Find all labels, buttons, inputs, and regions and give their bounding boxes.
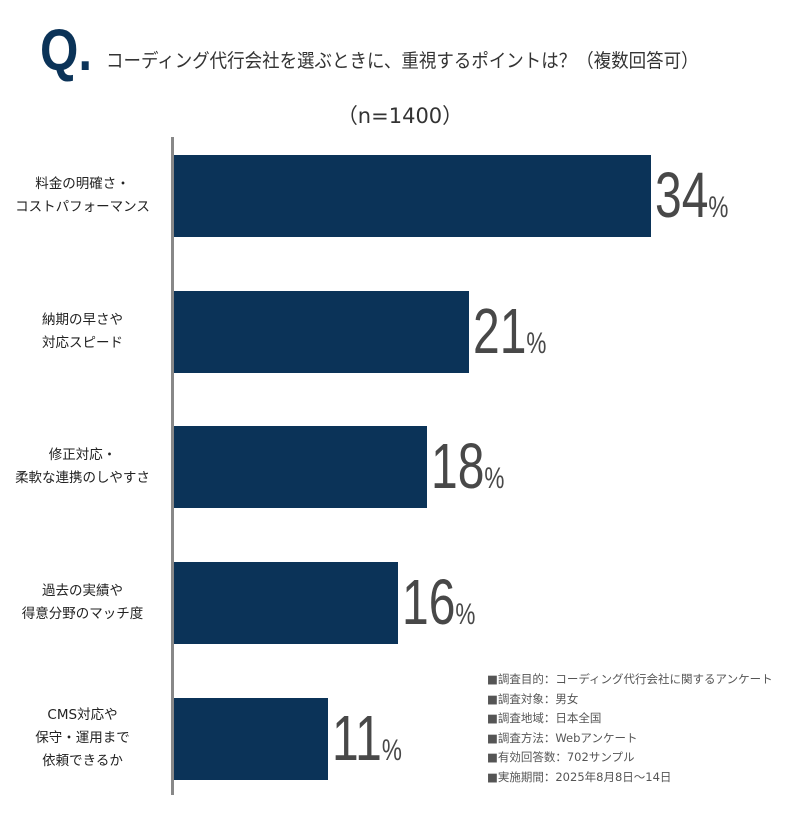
data-label: 34% [655,163,728,227]
data-label-unit: % [382,733,403,767]
survey-note: ■調査対象：男女 [487,691,579,706]
data-label: 18% [431,434,504,498]
sample-size: （n=1400） [336,104,464,128]
question-mark-label: Q. [40,18,93,83]
data-label-value: 18 [430,430,484,503]
y-axis-line [171,137,174,795]
bar [174,697,329,780]
bar [174,155,651,237]
category-label: 料金の明確さ・ コストパフォーマンス [15,176,150,215]
category-label: CMS対応や 保守・運用まで 依頼できるか [35,707,130,770]
chart-title: コーディング代行会社を選ぶときに、重視するポイントは？（複数回答可） [106,50,699,72]
survey-note: ■有効回答数：702サンプル [487,750,635,764]
data-label-unit: % [455,598,476,632]
survey-note: ■調査方法：Webアンケート [487,730,638,745]
data-label-value: 16 [402,566,456,639]
data-label-value: 11 [332,701,383,774]
survey-notes: ■調査目的：コーディング代行会社に関するアンケート ■調査対象：男女 ■調査地域：日… [487,670,773,787]
data-label-value: 34 [655,159,709,231]
bar [174,426,427,509]
data-label-unit: % [708,191,729,224]
data-label: 11% [332,706,402,770]
survey-note: ■調査地域：日本全国 [487,711,602,725]
survey-note: ■調査目的：コーディング代行会社に関するアンケート [487,672,773,686]
data-label-value: 21 [472,294,526,367]
data-label-unit: % [526,326,547,360]
category-label: 過去の実績や 得意分野のマッチ度 [21,583,144,623]
survey-note: ■実施期間：2025年8月8日〜14日 [487,769,672,784]
bar [174,562,399,645]
data-label-unit: % [483,462,504,496]
category-label: 修正対応・ 柔軟な連携のしやすさ [15,447,150,487]
data-label: 16% [402,570,475,634]
data-label: 21% [473,299,546,363]
bar [174,290,469,373]
category-label: 納期の早さや 対応スピード [42,311,123,351]
